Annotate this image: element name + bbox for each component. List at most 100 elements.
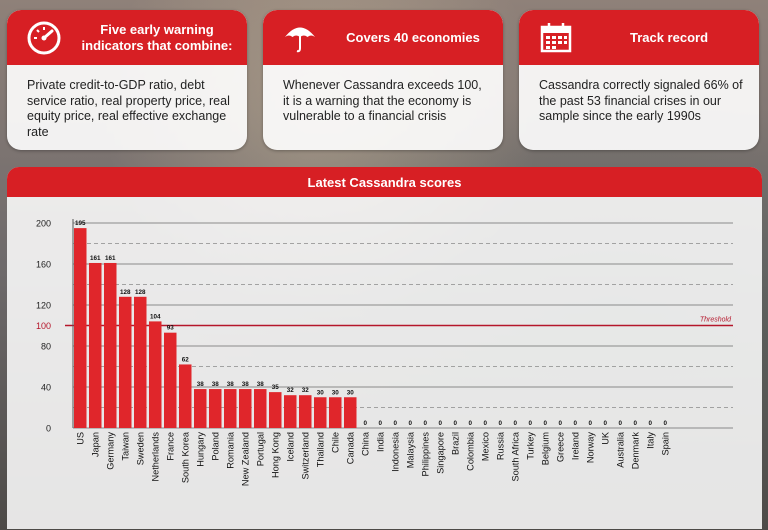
bar-hungary [194, 389, 207, 428]
x-tick-label: Colombia [465, 431, 475, 471]
data-label: 30 [317, 389, 325, 396]
bar-new-zealand [239, 389, 252, 428]
y-tick-label: 100 [36, 321, 51, 331]
x-tick-label: Ireland [570, 432, 580, 460]
data-label: 0 [618, 420, 622, 427]
bar-germany [104, 262, 117, 428]
data-label: 38 [242, 381, 250, 388]
threshold-label: Threshold [700, 317, 732, 324]
bar-switzerland [299, 395, 312, 428]
data-label: 161 [105, 255, 116, 262]
x-tick-label: UK [600, 431, 610, 445]
coverage-card: Covers 40 economies Whenever Cassandra e… [263, 10, 503, 150]
data-label: 0 [648, 420, 652, 427]
data-label: 0 [408, 420, 412, 427]
indicators-card-title: Five early warning indicators that combi… [81, 21, 233, 53]
x-tick-label: China [360, 431, 370, 456]
bar-canada [344, 397, 357, 428]
y-tick-label: 80 [41, 342, 51, 352]
bar-thailand [314, 397, 327, 428]
track-record-card-text: Cassandra correctly signaled 66% of the … [539, 78, 743, 123]
y-tick-label: 0 [46, 424, 51, 434]
data-label: 0 [513, 420, 517, 427]
x-tick-label: Italy [645, 432, 655, 449]
x-tick-label: Indonesia [390, 431, 400, 472]
x-tick-label: Thailand [315, 432, 325, 467]
x-tick-label: Greece [555, 432, 565, 462]
data-label: 0 [528, 420, 532, 427]
coverage-card-title: Covers 40 economies [346, 29, 480, 45]
x-tick-label: Poland [210, 432, 220, 461]
data-label: 38 [212, 381, 220, 388]
data-label: 30 [332, 389, 340, 396]
bar-south-korea [179, 364, 192, 428]
data-label: 0 [468, 420, 472, 427]
y-tick-label: 40 [41, 383, 51, 393]
bar-poland [209, 389, 222, 428]
x-tick-label: Turkey [525, 432, 535, 460]
data-label: 195 [75, 220, 86, 227]
x-tick-label: Hungary [195, 432, 205, 467]
indicators-card-header: Five early warning indicators that combi… [7, 10, 247, 65]
x-tick-label: Singapore [435, 432, 445, 474]
x-tick-label: Iceland [285, 432, 295, 462]
indicators-card-text: Private credit-to-GDP ratio, debt servic… [27, 78, 230, 139]
x-tick-label: South Africa [510, 431, 520, 481]
data-label: 0 [573, 420, 577, 427]
data-label: 0 [498, 420, 502, 427]
gauge-icon [25, 19, 63, 57]
y-tick-label: 160 [36, 260, 51, 270]
x-tick-label: Malaysia [405, 431, 415, 468]
x-tick-label: Australia [615, 431, 625, 468]
bar-sweden [134, 296, 147, 428]
bar-taiwan [119, 296, 132, 428]
data-label: 0 [423, 420, 427, 427]
x-tick-label: Taiwan [120, 432, 130, 461]
data-label: 38 [227, 381, 235, 388]
coverage-card-text: Whenever Cassandra exceeds 100, it is a … [283, 78, 482, 123]
data-label: 0 [663, 420, 667, 427]
data-label: 0 [438, 420, 442, 427]
bar-portugal [254, 389, 267, 428]
x-tick-label: Mexico [480, 432, 490, 461]
bar-hong-kong [269, 392, 282, 428]
track-record-card-header: Track record [519, 10, 759, 65]
x-tick-label: France [165, 432, 175, 461]
bar-japan [89, 262, 102, 428]
umbrella-icon [281, 19, 319, 57]
bar-iceland [284, 395, 297, 428]
x-tick-label: South Korea [180, 431, 190, 483]
x-tick-label: Belgium [540, 432, 550, 466]
coverage-card-header: Covers 40 economies [263, 10, 503, 65]
x-tick-label: Switzerland [300, 432, 310, 480]
x-tick-label: US [75, 432, 85, 445]
bar-netherlands [149, 321, 162, 428]
data-label: 30 [347, 389, 355, 396]
data-label: 0 [603, 420, 607, 427]
track-record-card-title: Track record [629, 29, 709, 45]
x-tick-label: Spain [660, 432, 670, 456]
x-tick-label: Hong Kong [270, 432, 280, 478]
data-label: 0 [543, 420, 547, 427]
track-record-card: Track record Cassandra correctly signale… [519, 10, 759, 150]
data-label: 128 [120, 289, 131, 296]
x-tick-label: Philippines [420, 432, 430, 477]
data-label: 0 [633, 420, 637, 427]
data-label: 0 [393, 420, 397, 427]
x-tick-label: Sweden [135, 432, 145, 465]
data-label: 0 [453, 420, 457, 427]
x-tick-label: Portugal [255, 432, 265, 466]
chart-panel: Latest Cassandra scores 0 40 80 100 120 160 20… [7, 167, 762, 529]
data-label: 0 [378, 420, 382, 427]
bar-france [164, 332, 177, 428]
y-tick-label: 120 [36, 301, 51, 311]
data-label: 38 [257, 381, 265, 388]
y-tick-label: 200 [36, 219, 51, 229]
x-tick-label: New Zealand [240, 432, 250, 486]
data-label: 104 [150, 313, 161, 320]
data-label: 0 [588, 420, 592, 427]
calendar-icon [537, 19, 575, 57]
x-tick-label: Japan [90, 432, 100, 457]
x-tick-label: Russia [495, 431, 505, 460]
data-label: 0 [483, 420, 487, 427]
